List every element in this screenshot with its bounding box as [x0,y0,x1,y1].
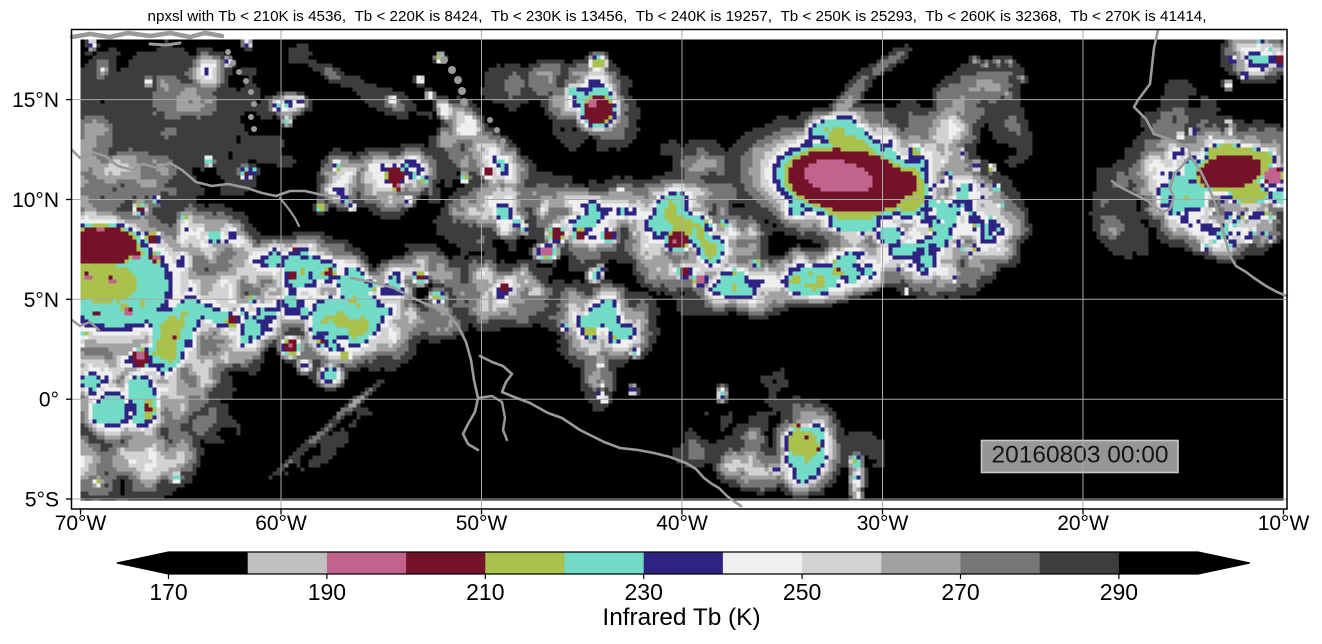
svg-text:60°W: 60°W [255,512,307,535]
svg-text:230: 230 [625,579,663,605]
svg-text:10°N: 10°N [12,189,59,212]
svg-text:290: 290 [1100,579,1138,605]
svg-text:210: 210 [466,579,504,605]
svg-text:5°N: 5°N [24,289,59,312]
svg-text:5°S: 5°S [25,489,59,512]
svg-text:40°W: 40°W [656,512,708,535]
svg-text:Infrared Tb (K): Infrared Tb (K) [602,604,760,631]
svg-text:70°W: 70°W [55,512,107,535]
svg-text:15°N: 15°N [12,89,59,112]
svg-text:190: 190 [308,579,346,605]
svg-text:30°W: 30°W [857,512,909,535]
svg-text:npxsl with Tb < 210K is 4536,: npxsl with Tb < 210K is 4536, Tb < 220K … [148,8,1207,25]
svg-text:50°W: 50°W [456,512,508,535]
svg-text:170: 170 [149,579,187,605]
svg-text:10°W: 10°W [1258,512,1310,535]
svg-text:20160803 00:00: 20160803 00:00 [991,442,1168,469]
svg-text:270: 270 [941,579,979,605]
svg-text:250: 250 [783,579,821,605]
svg-text:0°: 0° [39,389,59,412]
svg-text:20°W: 20°W [1057,512,1109,535]
